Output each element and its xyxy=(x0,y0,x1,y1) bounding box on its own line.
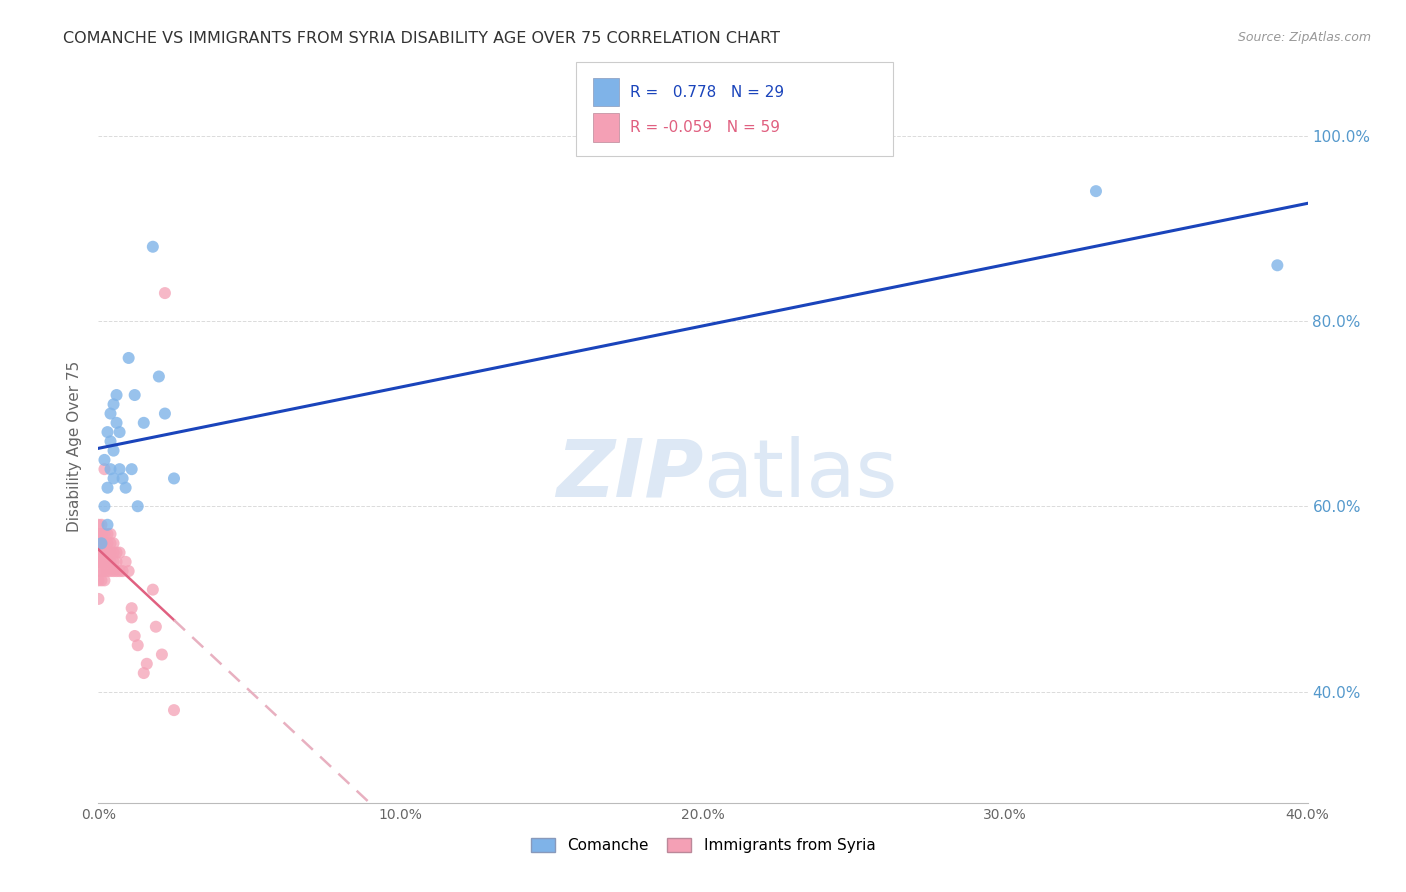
Point xyxy=(103,536,125,550)
Point xyxy=(118,351,141,365)
Point xyxy=(100,434,122,449)
Point xyxy=(118,564,141,578)
Text: ZIP: ZIP xyxy=(555,435,703,514)
Point xyxy=(90,517,112,532)
Point xyxy=(93,453,115,467)
Point xyxy=(105,564,128,578)
Point xyxy=(93,500,115,514)
Point xyxy=(93,462,115,476)
Point xyxy=(96,545,118,559)
Point xyxy=(93,536,115,550)
Point xyxy=(111,564,134,578)
Point xyxy=(96,481,118,495)
Point xyxy=(150,648,173,662)
Point xyxy=(90,574,112,588)
Point xyxy=(111,471,134,485)
Point xyxy=(100,462,122,476)
Point xyxy=(1267,258,1289,272)
Point xyxy=(103,555,125,569)
Point xyxy=(90,536,112,550)
Point xyxy=(108,564,131,578)
Point xyxy=(87,545,110,559)
Point xyxy=(163,703,186,717)
Point xyxy=(127,638,149,652)
Point xyxy=(105,416,128,430)
Point xyxy=(132,416,155,430)
Point xyxy=(87,527,110,541)
Point xyxy=(90,564,112,578)
Point xyxy=(93,555,115,569)
Point xyxy=(1085,184,1108,198)
Point xyxy=(96,517,118,532)
Text: R =   0.778   N = 29: R = 0.778 N = 29 xyxy=(630,85,785,100)
Point xyxy=(87,591,110,606)
Point xyxy=(93,545,115,559)
Point xyxy=(100,527,122,541)
Point xyxy=(96,555,118,569)
Y-axis label: Disability Age Over 75: Disability Age Over 75 xyxy=(67,360,83,532)
Point xyxy=(108,462,131,476)
Point xyxy=(103,545,125,559)
Point xyxy=(90,536,112,550)
Point xyxy=(100,564,122,578)
Point xyxy=(90,536,112,550)
Text: atlas: atlas xyxy=(703,435,897,514)
Point xyxy=(100,545,122,559)
Point xyxy=(145,620,167,634)
Point xyxy=(103,397,125,411)
Text: Source: ZipAtlas.com: Source: ZipAtlas.com xyxy=(1237,31,1371,45)
Point xyxy=(105,388,128,402)
Point xyxy=(96,527,118,541)
Point xyxy=(124,629,146,643)
Point xyxy=(121,610,143,624)
Legend: Comanche, Immigrants from Syria: Comanche, Immigrants from Syria xyxy=(524,831,882,859)
Point xyxy=(100,555,122,569)
Point xyxy=(127,500,149,514)
Point xyxy=(96,425,118,439)
Point xyxy=(103,564,125,578)
Point xyxy=(90,545,112,559)
Point xyxy=(87,564,110,578)
Point xyxy=(90,545,112,559)
Point xyxy=(96,564,118,578)
Point xyxy=(90,527,112,541)
Point xyxy=(163,471,186,485)
Text: COMANCHE VS IMMIGRANTS FROM SYRIA DISABILITY AGE OVER 75 CORRELATION CHART: COMANCHE VS IMMIGRANTS FROM SYRIA DISABI… xyxy=(63,31,780,46)
Point xyxy=(142,240,165,254)
Text: R = -0.059   N = 59: R = -0.059 N = 59 xyxy=(630,120,780,136)
Point xyxy=(124,388,146,402)
Point xyxy=(90,555,112,569)
Point xyxy=(100,536,122,550)
Point xyxy=(93,574,115,588)
Point xyxy=(121,601,143,615)
Point xyxy=(93,527,115,541)
Point xyxy=(108,545,131,559)
Point xyxy=(148,369,170,384)
Point xyxy=(90,555,112,569)
Point xyxy=(108,425,131,439)
Point xyxy=(121,462,143,476)
Point xyxy=(103,443,125,458)
Point xyxy=(114,555,136,569)
Point xyxy=(87,555,110,569)
Point xyxy=(114,481,136,495)
Point xyxy=(90,527,112,541)
Point xyxy=(87,574,110,588)
Point xyxy=(100,407,122,421)
Point xyxy=(132,666,155,681)
Point xyxy=(105,545,128,559)
Point xyxy=(87,536,110,550)
Point xyxy=(153,286,176,301)
Point xyxy=(96,536,118,550)
Point xyxy=(153,407,176,421)
Point xyxy=(142,582,165,597)
Point xyxy=(93,564,115,578)
Point xyxy=(105,555,128,569)
Point xyxy=(103,471,125,485)
Point xyxy=(135,657,157,671)
Point xyxy=(87,517,110,532)
